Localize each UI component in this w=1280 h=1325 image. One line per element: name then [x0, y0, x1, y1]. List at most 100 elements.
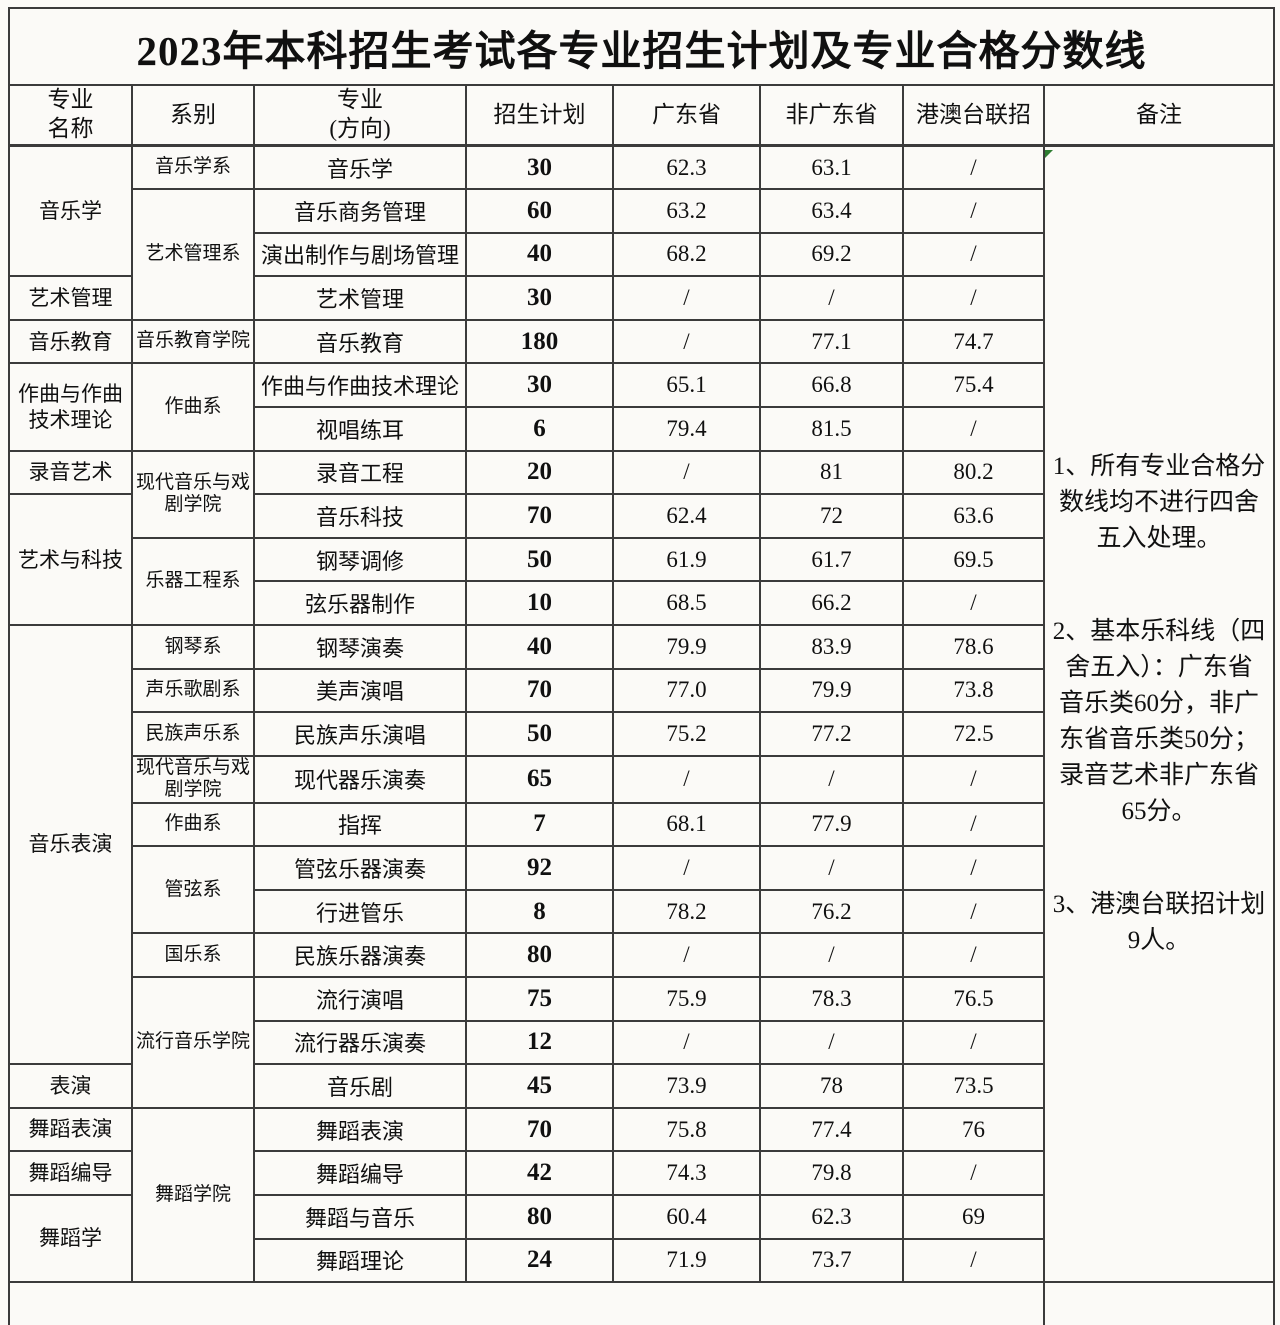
cell-department: 作曲系: [131, 801, 255, 848]
cell-non-gd-score: 76.2: [759, 888, 904, 935]
cell-gat-score: /: [902, 932, 1045, 978]
cell-gd-score: 74.3: [612, 1150, 761, 1196]
cell-gat-score: /: [902, 888, 1045, 935]
cell-major-group: 音乐教育: [8, 318, 133, 365]
cell-gat-score: 76.5: [902, 976, 1045, 1022]
cell-plan: 30: [465, 275, 614, 321]
cell-program: 作曲与作曲技术理论: [253, 362, 467, 409]
cell-plan: 65: [465, 754, 614, 804]
remark-paragraph: 1、所有专业合格分 数线均不进行四舍 五入处理。: [1052, 452, 1266, 552]
cell-department: 钢琴系: [131, 624, 255, 670]
cell-plan: 10: [465, 580, 614, 627]
cell-program: 视唱练耳: [253, 406, 467, 452]
cell-program: 演出制作与剧场管理: [253, 231, 467, 278]
cell-program: 舞蹈理论: [253, 1237, 467, 1284]
cell-department: 作曲系: [131, 362, 255, 452]
cell-gd-score: 78.2: [612, 888, 761, 935]
green-corner-marker: [1045, 150, 1053, 158]
cell-non-gd-score: 79.9: [759, 667, 904, 714]
cell-gat-score: 69.5: [902, 536, 1045, 583]
cell-non-gd-score: 81: [759, 449, 904, 496]
col-header-program: 专业 (方向): [253, 84, 467, 147]
cell-program: 舞蹈与音乐: [253, 1193, 467, 1240]
cell-plan: 70: [465, 1106, 614, 1153]
cell-non-gd-score: 63.4: [759, 188, 904, 234]
col-header-gat-joint: 港澳台联招: [902, 84, 1045, 147]
cell-plan: 8: [465, 888, 614, 935]
cell-gat-score: 78.6: [902, 624, 1045, 670]
cell-program: 音乐剧: [253, 1063, 467, 1109]
cell-program: 行进管乐: [253, 888, 467, 935]
cell-gat-score: 76: [902, 1106, 1045, 1153]
cell-plan: 40: [465, 624, 614, 670]
cell-program: 舞蹈表演: [253, 1106, 467, 1153]
cell-gd-score: /: [612, 845, 761, 891]
cell-gat-score: 75.4: [902, 362, 1045, 409]
cell-gat-score: /: [902, 144, 1045, 191]
cell-gd-score: 62.4: [612, 493, 761, 539]
empty-bottom-cell: [8, 1281, 1045, 1325]
cell-gat-score: 74.7: [902, 318, 1045, 365]
cell-program: 美声演唱: [253, 667, 467, 714]
cell-gd-score: /: [612, 318, 761, 365]
cell-plan: 30: [465, 144, 614, 191]
cell-gd-score: 79.4: [612, 406, 761, 452]
cell-gat-score: 72.5: [902, 711, 1045, 757]
cell-non-gd-score: 81.5: [759, 406, 904, 452]
cell-plan: 40: [465, 231, 614, 278]
cell-plan: 180: [465, 318, 614, 365]
cell-major-group: 录音艺术: [8, 449, 133, 496]
cell-non-gd-score: /: [759, 1019, 904, 1066]
cell-gat-score: /: [902, 754, 1045, 804]
cell-program: 流行器乐演奏: [253, 1019, 467, 1066]
cell-gd-score: /: [612, 275, 761, 321]
cell-non-gd-score: /: [759, 932, 904, 978]
cell-plan: 80: [465, 932, 614, 978]
empty-bottom-remarks-cell: [1043, 1281, 1275, 1325]
cell-major-group: 表演: [8, 1063, 133, 1109]
cell-department: 国乐系: [131, 932, 255, 978]
cell-non-gd-score: 66.8: [759, 362, 904, 409]
cell-gat-score: /: [902, 188, 1045, 234]
remark-paragraph: 3、港澳台联招计划 9人。: [1052, 890, 1266, 954]
cell-gat-score: /: [902, 580, 1045, 627]
cell-department: 现代音乐与戏剧学院: [131, 449, 255, 539]
cell-plan: 80: [465, 1193, 614, 1240]
cell-program: 舞蹈编导: [253, 1150, 467, 1196]
cell-gat-score: 69: [902, 1193, 1045, 1240]
cell-non-gd-score: /: [759, 275, 904, 321]
cell-program: 钢琴演奏: [253, 624, 467, 670]
cell-gd-score: 68.1: [612, 801, 761, 848]
remarks-cell: 1、所有专业合格分 数线均不进行四舍 五入处理。 2、基本乐科线（四 舍五入）：…: [1043, 144, 1275, 1284]
cell-department: 声乐歌剧系: [131, 667, 255, 714]
remark-paragraph: 2、基本乐科线（四 舍五入）：广东省 音乐类60分，非广 东省音乐类50分； 录…: [1052, 617, 1266, 825]
cell-gd-score: /: [612, 1019, 761, 1066]
cell-plan: 24: [465, 1237, 614, 1284]
cell-program: 指挥: [253, 801, 467, 848]
cell-gd-score: 79.9: [612, 624, 761, 670]
cell-non-gd-score: /: [759, 845, 904, 891]
cell-program: 音乐学: [253, 144, 467, 191]
cell-plan: 42: [465, 1150, 614, 1196]
cell-non-gd-score: 78: [759, 1063, 904, 1109]
cell-plan: 75: [465, 976, 614, 1022]
cell-non-gd-score: 63.1: [759, 144, 904, 191]
cell-non-gd-score: 77.4: [759, 1106, 904, 1153]
cell-department: 管弦系: [131, 845, 255, 935]
cell-department: 乐器工程系: [131, 536, 255, 627]
cell-major-group: 音乐表演: [8, 624, 133, 1066]
cell-non-gd-score: /: [759, 754, 904, 804]
cell-program: 音乐商务管理: [253, 188, 467, 234]
cell-non-gd-score: 66.2: [759, 580, 904, 627]
cell-major-group: 舞蹈编导: [8, 1150, 133, 1196]
cell-gat-score: 73.5: [902, 1063, 1045, 1109]
cell-department: 舞蹈学院: [131, 1106, 255, 1284]
cell-gd-score: 77.0: [612, 667, 761, 714]
cell-program: 艺术管理: [253, 275, 467, 321]
cell-gd-score: 71.9: [612, 1237, 761, 1284]
cell-major-group: 舞蹈学: [8, 1193, 133, 1284]
col-header-non-guangdong: 非广东省: [759, 84, 904, 147]
cell-plan: 50: [465, 536, 614, 583]
cell-program: 管弦乐器演奏: [253, 845, 467, 891]
